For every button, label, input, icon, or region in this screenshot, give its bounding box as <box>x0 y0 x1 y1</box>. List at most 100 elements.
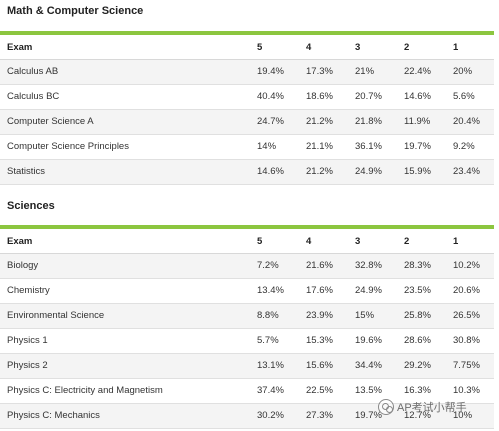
header-score-5: 5 <box>250 37 299 60</box>
exam-name: Biology <box>0 253 250 279</box>
exam-name: Chemistry <box>0 278 250 304</box>
pct-score-3: 36.1% <box>348 134 397 160</box>
table-row: Computer Science A 24.7% 21.2% 21.8% 11.… <box>0 109 494 135</box>
pct-score-5: 24.7% <box>250 109 299 135</box>
exam-name: Calculus AB <box>0 59 250 85</box>
pct-score-5: 13.1% <box>250 353 299 379</box>
pct-score-2: 15.9% <box>397 159 446 185</box>
exam-name: Physics C: Electricity and Magnetism <box>0 378 250 404</box>
pct-score-3: 19.6% <box>348 328 397 354</box>
pct-score-4: 21.6% <box>299 253 348 279</box>
pct-score-1: 10.3% <box>446 378 494 404</box>
pct-score-3: 15% <box>348 303 397 329</box>
pct-score-3: 21.8% <box>348 109 397 135</box>
pct-score-2: 23.5% <box>397 278 446 304</box>
pct-score-4: 15.3% <box>299 328 348 354</box>
exam-name: Physics 2 <box>0 353 250 379</box>
pct-score-1: 20% <box>446 59 494 85</box>
pct-score-3: 20.7% <box>348 84 397 110</box>
header-score-1: 1 <box>446 37 494 60</box>
pct-score-4: 21.2% <box>299 159 348 185</box>
pct-score-5: 14% <box>250 134 299 160</box>
pct-score-2: 28.6% <box>397 328 446 354</box>
table-row: Chemistry 13.4% 17.6% 24.9% 23.5% 20.6% <box>0 278 494 304</box>
pct-score-1: 7.75% <box>446 353 494 379</box>
pct-score-4: 21.1% <box>299 134 348 160</box>
section-title-sciences: Sciences <box>7 200 55 212</box>
pct-score-2: 28.3% <box>397 253 446 279</box>
header-score-1: 1 <box>446 231 494 254</box>
watermark: AP考试小帮手 <box>378 399 467 415</box>
pct-score-1: 5.6% <box>446 84 494 110</box>
exam-name: Calculus BC <box>0 84 250 110</box>
pct-score-5: 19.4% <box>250 59 299 85</box>
table-row: Physics C: Mechanics 30.2% 27.3% 19.7% 1… <box>0 403 494 429</box>
pct-score-5: 5.7% <box>250 328 299 354</box>
header-score-3: 3 <box>348 231 397 254</box>
pct-score-1: 10.2% <box>446 253 494 279</box>
header-score-3: 3 <box>348 37 397 60</box>
pct-score-3: 32.8% <box>348 253 397 279</box>
pct-score-1: 23.4% <box>446 159 494 185</box>
header-score-2: 2 <box>397 37 446 60</box>
exam-name: Environmental Science <box>0 303 250 329</box>
pct-score-2: 11.9% <box>397 109 446 135</box>
table-row: Biology 7.2% 21.6% 32.8% 28.3% 10.2% <box>0 253 494 279</box>
pct-score-4: 22.5% <box>299 378 348 404</box>
scores-table-math-cs: Exam 5 4 3 2 1 Calculus AB 19.4% 17.3% 2… <box>0 37 494 185</box>
pct-score-3: 21% <box>348 59 397 85</box>
header-score-2: 2 <box>397 231 446 254</box>
pct-score-5: 8.8% <box>250 303 299 329</box>
pct-score-3: 13.5% <box>348 378 397 404</box>
pct-score-3: 24.9% <box>348 159 397 185</box>
pct-score-4: 21.2% <box>299 109 348 135</box>
section-divider-bar <box>0 225 494 229</box>
pct-score-1: 26.5% <box>446 303 494 329</box>
table-row: Computer Science Principles 14% 21.1% 36… <box>0 134 494 160</box>
pct-score-2: 19.7% <box>397 134 446 160</box>
pct-score-4: 23.9% <box>299 303 348 329</box>
table-row: Physics 2 13.1% 15.6% 34.4% 29.2% 7.75% <box>0 353 494 379</box>
pct-score-1: 20.6% <box>446 278 494 304</box>
watermark-text: AP考试小帮手 <box>397 402 467 414</box>
table-row: Physics 1 5.7% 15.3% 19.6% 28.6% 30.8% <box>0 328 494 354</box>
pct-score-1: 20.4% <box>446 109 494 135</box>
pct-score-5: 13.4% <box>250 278 299 304</box>
pct-score-2: 12.7% <box>397 403 446 429</box>
exam-name: Physics C: Mechanics <box>0 403 250 429</box>
header-score-5: 5 <box>250 231 299 254</box>
section-divider-bar <box>0 31 494 35</box>
pct-score-5: 14.6% <box>250 159 299 185</box>
exam-name: Computer Science A <box>0 109 250 135</box>
pct-score-4: 15.6% <box>299 353 348 379</box>
table-row: Environmental Science 8.8% 23.9% 15% 25.… <box>0 303 494 329</box>
pct-score-1: 10% <box>446 403 494 429</box>
pct-score-3: 19.7% <box>348 403 397 429</box>
table-header-row: Exam 5 4 3 2 1 <box>0 37 494 60</box>
header-exam: Exam <box>0 37 250 60</box>
scores-table-sciences: Exam 5 4 3 2 1 Biology 7.2% 21.6% 32.8% … <box>0 231 494 429</box>
pct-score-5: 7.2% <box>250 253 299 279</box>
header-score-4: 4 <box>299 231 348 254</box>
header-exam: Exam <box>0 231 250 254</box>
exam-name: Computer Science Principles <box>0 134 250 160</box>
pct-score-3: 34.4% <box>348 353 397 379</box>
exam-name: Physics 1 <box>0 328 250 354</box>
exam-name: Statistics <box>0 159 250 185</box>
header-score-4: 4 <box>299 37 348 60</box>
wechat-icon <box>378 399 394 415</box>
pct-score-4: 27.3% <box>299 403 348 429</box>
pct-score-2: 16.3% <box>397 378 446 404</box>
pct-score-3: 24.9% <box>348 278 397 304</box>
pct-score-1: 30.8% <box>446 328 494 354</box>
pct-score-4: 18.6% <box>299 84 348 110</box>
pct-score-2: 22.4% <box>397 59 446 85</box>
pct-score-2: 25.8% <box>397 303 446 329</box>
pct-score-2: 14.6% <box>397 84 446 110</box>
pct-score-5: 30.2% <box>250 403 299 429</box>
table-row: Calculus AB 19.4% 17.3% 21% 22.4% 20% <box>0 59 494 85</box>
table-row: Physics C: Electricity and Magnetism 37.… <box>0 378 494 404</box>
pct-score-2: 29.2% <box>397 353 446 379</box>
pct-score-5: 40.4% <box>250 84 299 110</box>
pct-score-5: 37.4% <box>250 378 299 404</box>
